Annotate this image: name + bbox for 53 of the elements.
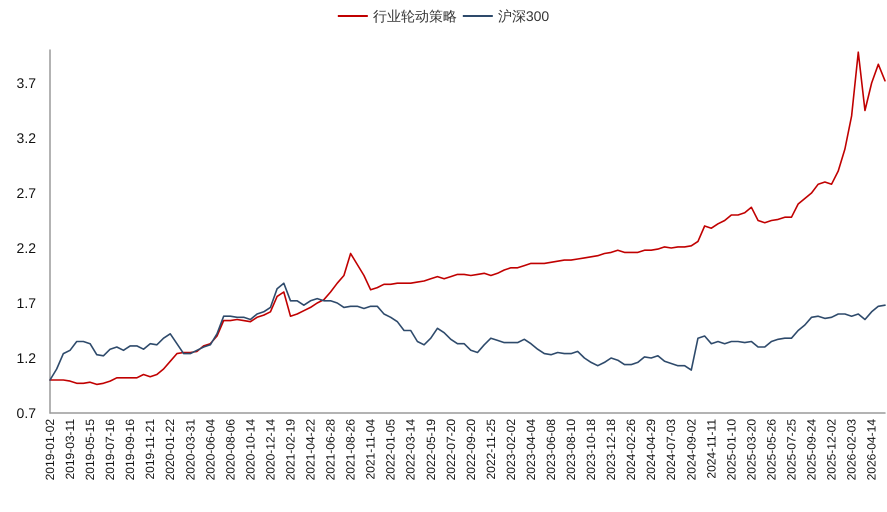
x-tick-label: 2025-12-02: [824, 418, 839, 480]
x-tick-label: 2019-05-15: [83, 418, 98, 480]
x-tick-label: 2022-03-14: [404, 418, 418, 480]
x-tick-label: 2019-01-02: [43, 418, 57, 480]
x-tick-label: 2022-09-20: [464, 418, 478, 480]
y-tick-label: 1.2: [16, 350, 36, 366]
x-tick-label: 2024-04-29: [644, 418, 658, 480]
x-tick-label: 2025-09-24: [804, 418, 819, 480]
x-tick-label: 2026-04-14: [864, 418, 879, 480]
x-tick-label: 2023-02-02: [504, 418, 518, 480]
line-series: [49, 282, 886, 381]
x-tick-label: 2021-02-19: [283, 418, 298, 480]
x-tick-label: 2022-05-19: [424, 418, 438, 480]
x-tick-label: 2023-08-10: [564, 418, 578, 480]
x-tick-label: 2022-07-20: [444, 418, 458, 480]
x-tick-label: 2026-02-03: [844, 418, 859, 480]
x-tick-label: 2023-06-08: [544, 418, 558, 480]
x-tick-label: 2022-01-05: [384, 418, 398, 480]
y-tick-label: 3.2: [16, 130, 36, 146]
y-tick-label: 2.7: [16, 185, 36, 201]
y-tick-label: 0.7: [16, 405, 36, 421]
x-tick-label: 2019-03-11: [63, 418, 78, 480]
x-tick-label: 2025-03-20: [744, 418, 758, 480]
x-tick-label: 2024-07-03: [664, 418, 678, 480]
x-tick-label: 2025-07-25: [784, 418, 798, 480]
x-tick-label: 2019-11-21: [143, 418, 158, 480]
x-tick-label: 2021-06-28: [324, 418, 338, 480]
y-tick-label: 1.7: [16, 295, 36, 311]
legend-label: 行业轮动策略: [372, 8, 457, 24]
x-tick-label: 2024-02-26: [624, 418, 638, 480]
x-tick-label: 2025-01-10: [724, 418, 738, 480]
line-series: [49, 51, 886, 386]
x-tick-label: 2020-03-31: [183, 418, 198, 480]
y-tick-label: 2.2: [16, 240, 36, 256]
x-tick-label: 2023-12-18: [604, 418, 618, 480]
x-tick-label: 2020-06-04: [203, 418, 218, 480]
x-tick-label: 2020-10-14: [243, 418, 258, 480]
x-tick-label: 2021-04-22: [304, 418, 318, 480]
x-tick-label: 2020-08-06: [223, 418, 238, 480]
x-tick-label: 2020-12-14: [263, 418, 278, 480]
x-tick-label: 2021-08-26: [344, 418, 358, 480]
x-tick-label: 2022-11-25: [484, 418, 498, 480]
x-tick-label: 2024-11-11: [704, 418, 718, 479]
x-tick-label: 2025-05-26: [764, 418, 778, 480]
x-tick-label: 2019-07-16: [103, 418, 118, 480]
y-tick-label: 3.7: [16, 75, 36, 91]
x-tick-label: 2019-09-16: [123, 418, 138, 480]
x-tick-label: 2021-11-04: [364, 418, 378, 480]
x-tick-label: 2023-10-18: [584, 418, 598, 480]
x-tick-label: 2024-09-02: [684, 418, 698, 480]
legend-label: 沪深300: [498, 8, 550, 24]
x-tick-label: 2020-01-22: [163, 418, 178, 480]
x-tick-label: 2023-04-04: [524, 418, 538, 480]
